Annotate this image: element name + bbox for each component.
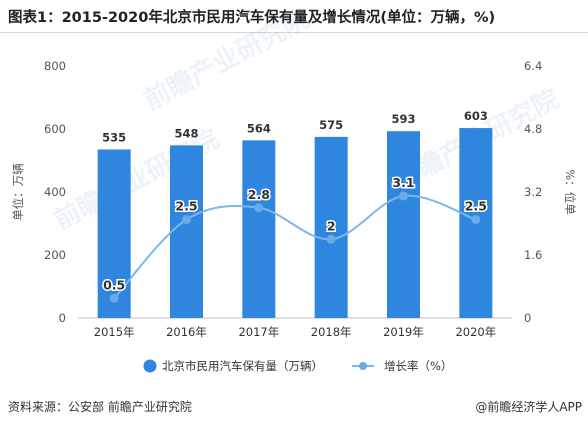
legend-bar-label: 北京市民用汽车保有量（万辆） [162, 359, 323, 373]
legend-line-label: 增长率（%） [384, 359, 452, 373]
legend-line-marker [359, 362, 367, 370]
bar [97, 149, 131, 318]
y2-tick-label: 1.6 [524, 248, 542, 262]
x-tick-label: 2018年 [311, 325, 352, 339]
growth-line [113, 194, 477, 299]
growth-point [182, 215, 191, 225]
y-tick-label: 400 [44, 185, 66, 199]
chart-title: 图表1：2015-2020年北京市民用汽车保有量及增长情况(单位：万辆，%) [8, 10, 496, 26]
title-divider [0, 32, 588, 33]
growth-value-label: 2.8 [248, 187, 270, 202]
growth-point [254, 203, 264, 213]
y2-axis-title: %：位单 [563, 169, 577, 214]
x-tick-label: 2020年 [455, 325, 496, 339]
y-tick-label: 600 [44, 122, 66, 136]
x-tick-label: 2015年 [94, 325, 135, 339]
y2-tick-label: 3.2 [524, 185, 542, 199]
bar-value-label: 603 [464, 109, 488, 123]
bar [242, 140, 276, 318]
growth-point [109, 293, 119, 303]
growth-value-label: 3.1 [392, 175, 414, 190]
watermark-text: 前瞻产业研究院 [139, 3, 314, 116]
y-tick-label: 0 [59, 311, 66, 325]
x-tick-label: 2017年 [238, 325, 279, 339]
y2-tick-label: 6.4 [524, 59, 542, 73]
y2-tick-label: 4.8 [524, 122, 542, 136]
source-note: 资料来源：公安部 前瞻产业研究院 [8, 400, 192, 414]
legend-bar-swatch [143, 359, 157, 373]
bar [387, 131, 420, 318]
y-tick-label: 200 [44, 248, 66, 262]
y-tick-label: 800 [44, 59, 66, 73]
x-tick-label: 2016年 [166, 325, 207, 339]
y2-tick-label: 0 [524, 311, 531, 325]
y-axis-title: 单位：万辆 [11, 163, 25, 221]
growth-value-label: 2.5 [175, 199, 197, 214]
growth-value-label: 2 [327, 218, 336, 233]
growth-point [399, 191, 408, 201]
bar-value-label: 548 [174, 126, 198, 140]
bar [170, 145, 203, 318]
growth-value-label: 0.5 [103, 277, 125, 292]
bar-value-label: 535 [102, 130, 126, 144]
bar-value-label: 593 [391, 112, 415, 126]
bar-value-label: 575 [319, 118, 343, 132]
brand-credit: @前瞻经济学人APP [475, 400, 582, 414]
bar [314, 136, 348, 318]
growth-point [326, 234, 336, 244]
growth-value-label: 2.5 [465, 199, 487, 214]
bar-value-label: 564 [247, 121, 271, 135]
x-tick-label: 2019年 [383, 325, 424, 339]
growth-point [471, 215, 481, 225]
